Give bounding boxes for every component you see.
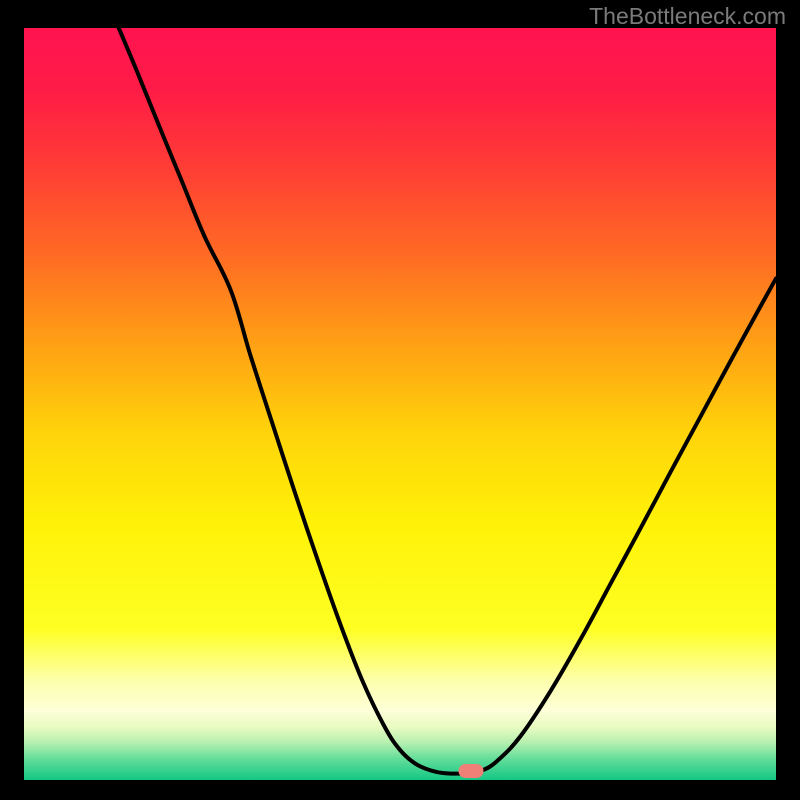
- bottleneck-curve-path: [119, 28, 776, 774]
- bottleneck-curve: [24, 28, 776, 780]
- sweet-spot-marker: [459, 764, 484, 778]
- plot-area: [24, 28, 776, 780]
- watermark-text: TheBottleneck.com: [589, 3, 786, 30]
- chart-stage: TheBottleneck.com: [0, 0, 800, 800]
